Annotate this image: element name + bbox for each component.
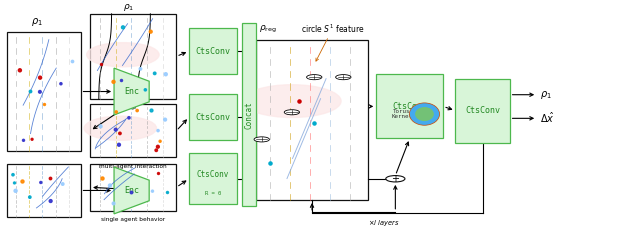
Circle shape <box>243 85 341 117</box>
Point <box>115 132 125 135</box>
Point <box>67 60 77 63</box>
Text: $\Delta\hat{x}$: $\Delta\hat{x}$ <box>540 111 555 125</box>
Point <box>111 110 122 114</box>
Point <box>96 62 106 65</box>
Ellipse shape <box>415 107 434 121</box>
Point <box>10 181 20 185</box>
FancyBboxPatch shape <box>189 94 237 140</box>
Circle shape <box>84 116 157 140</box>
Point <box>45 199 56 203</box>
Point <box>39 102 49 106</box>
Text: Enc: Enc <box>124 87 139 96</box>
Point <box>8 173 18 177</box>
Point <box>25 195 35 199</box>
Text: Torus
Kernel: Torus Kernel <box>391 109 412 120</box>
Text: CtsConv: CtsConv <box>196 112 230 122</box>
Point <box>27 137 37 141</box>
Point <box>10 189 20 193</box>
Point <box>118 25 128 29</box>
Bar <box>256 41 368 200</box>
Text: single agent behavior: single agent behavior <box>101 217 165 222</box>
FancyBboxPatch shape <box>189 153 237 204</box>
Point <box>146 30 156 33</box>
Bar <box>90 14 176 99</box>
Text: $\rho_1$: $\rho_1$ <box>540 89 552 101</box>
Point <box>19 139 29 142</box>
Text: Concat: Concat <box>244 101 253 129</box>
Point <box>162 191 172 194</box>
Point <box>108 80 118 84</box>
Circle shape <box>335 75 351 80</box>
Point <box>95 125 106 128</box>
Circle shape <box>386 176 405 182</box>
Point <box>116 79 126 82</box>
Circle shape <box>307 75 322 80</box>
Text: multi-agent interaction: multi-agent interaction <box>99 164 167 169</box>
Point <box>294 99 304 103</box>
Text: circle $S^1$ feature: circle $S^1$ feature <box>301 23 365 35</box>
FancyBboxPatch shape <box>376 74 444 138</box>
Point <box>146 108 156 112</box>
Point <box>161 72 171 76</box>
Polygon shape <box>114 167 149 214</box>
Point <box>114 143 124 147</box>
FancyBboxPatch shape <box>242 23 256 206</box>
Point <box>15 68 25 72</box>
Text: map: map <box>122 105 136 110</box>
Bar <box>90 104 176 158</box>
Text: R = 0: R = 0 <box>205 191 221 196</box>
Point <box>147 189 157 193</box>
Point <box>155 139 165 143</box>
Point <box>58 182 68 186</box>
Point <box>153 171 163 174</box>
Point <box>44 176 54 180</box>
Point <box>135 67 145 71</box>
Circle shape <box>284 110 300 115</box>
Point <box>111 128 121 131</box>
Point <box>264 161 275 165</box>
Point <box>153 145 163 149</box>
Point <box>126 190 136 194</box>
Bar <box>7 32 81 151</box>
Point <box>25 89 35 93</box>
Circle shape <box>254 137 269 142</box>
Text: Enc: Enc <box>124 186 139 195</box>
Point <box>97 176 108 180</box>
Point <box>35 90 45 94</box>
Point <box>160 118 170 121</box>
Text: +: + <box>391 174 399 184</box>
Text: CtsConv: CtsConv <box>392 102 428 111</box>
FancyBboxPatch shape <box>189 28 237 74</box>
Point <box>309 122 319 125</box>
Circle shape <box>86 43 159 67</box>
Point <box>153 129 163 132</box>
Text: $\rho_{\rm reg}$: $\rho_{\rm reg}$ <box>259 24 277 35</box>
Bar <box>90 164 176 211</box>
FancyBboxPatch shape <box>456 79 509 143</box>
Point <box>17 179 28 183</box>
Point <box>105 184 115 187</box>
Text: $\rho_1$: $\rho_1$ <box>124 2 134 13</box>
Point <box>140 88 150 92</box>
Text: $\times l$ layers: $\times l$ layers <box>368 218 399 228</box>
Polygon shape <box>114 68 149 115</box>
Text: CtsConv: CtsConv <box>197 170 229 179</box>
Point <box>35 76 45 79</box>
Point <box>150 71 160 75</box>
Point <box>108 202 118 205</box>
Point <box>132 109 142 112</box>
Point <box>36 181 46 184</box>
Text: CtsConv: CtsConv <box>465 106 500 115</box>
Bar <box>7 164 81 217</box>
Point <box>124 116 134 120</box>
Point <box>56 82 66 86</box>
Text: $\rho_1$: $\rho_1$ <box>31 16 42 28</box>
Ellipse shape <box>410 103 440 125</box>
Text: CtsConv: CtsConv <box>196 46 230 56</box>
Point <box>151 148 161 152</box>
